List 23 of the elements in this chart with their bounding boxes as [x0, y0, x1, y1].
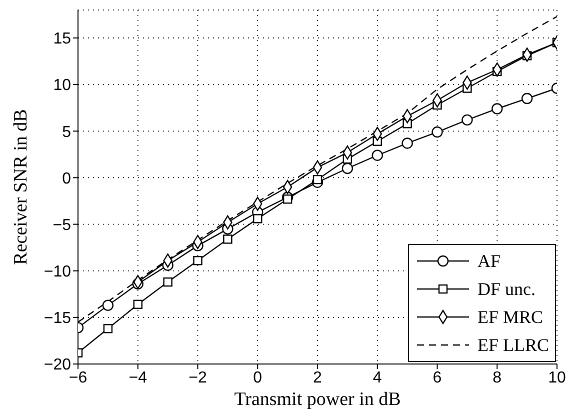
- x-tick-label: 6: [432, 369, 442, 386]
- y-tick-label: −10: [44, 264, 72, 281]
- y-tick-label: 0: [62, 170, 72, 188]
- x-axis-title: Transmit power in dB: [234, 389, 401, 410]
- legend-label: EF MRC: [477, 306, 544, 328]
- x-tick-label: −6: [68, 369, 88, 386]
- x-tick-label: 0: [253, 369, 262, 386]
- x-tick-label: −2: [188, 369, 207, 386]
- x-tick-label: −4: [128, 369, 148, 386]
- y-tick-label: 10: [53, 77, 72, 94]
- y-tick-label: 5: [62, 124, 72, 141]
- legend-label: DF unc.: [477, 278, 536, 300]
- y-axis-title: Receiver SNR in dB: [10, 109, 32, 265]
- x-tick-label: 2: [313, 369, 322, 386]
- y-tick-label: −20: [44, 356, 72, 374]
- legend-label: AF: [477, 250, 500, 272]
- x-tick-label: 4: [372, 369, 382, 386]
- y-tick-label: 15: [53, 30, 72, 48]
- y-tick-label: −15: [44, 310, 72, 328]
- y-tick-label: −5: [52, 216, 72, 234]
- x-tick-label: 8: [492, 369, 502, 386]
- x-tick-label: 10: [548, 369, 566, 386]
- legend-label: EF LLRC: [477, 334, 549, 356]
